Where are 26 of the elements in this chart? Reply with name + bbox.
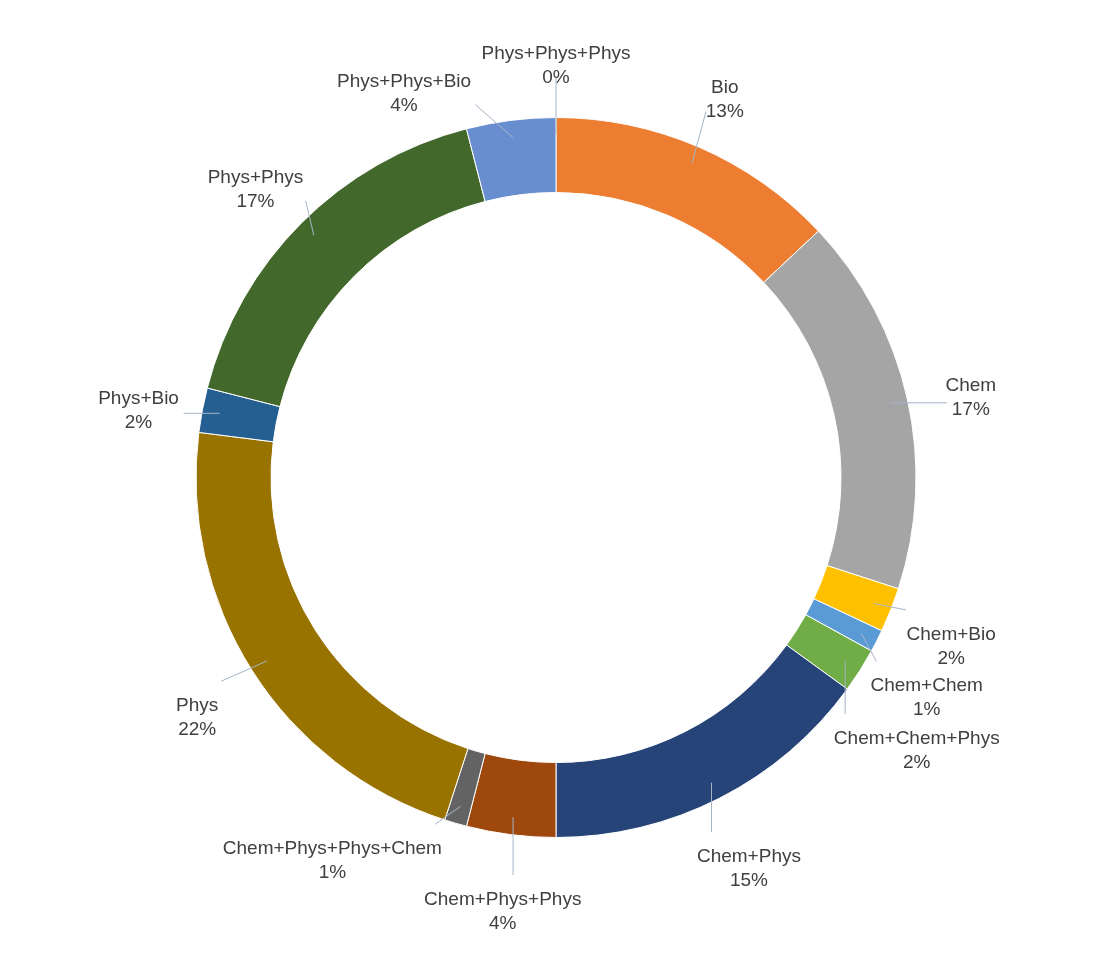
data-label: 17% [951, 397, 990, 419]
slice-label: Phys+Phys [207, 165, 304, 187]
data-label: 2% [903, 751, 931, 773]
text: 0% [542, 65, 570, 87]
data-label: 1% [912, 698, 941, 720]
slice-label: Bio [711, 76, 739, 98]
slice-label: Phys [176, 694, 219, 716]
slice-label: Chem [945, 373, 997, 395]
slice-label: Chem+Chem [870, 674, 983, 696]
data-label: 1% [318, 861, 347, 883]
data-label: 4% [390, 93, 418, 115]
slice-label: Chem+Phys+Phys+Chem [222, 837, 442, 859]
slice-label: Phys+Phys+Bio [336, 69, 472, 91]
slice-label: Chem+Phys+Phys [424, 888, 582, 910]
data-label: 17% [236, 189, 275, 211]
slice-label: Chem+Chem+Phys [833, 727, 1000, 749]
data-label: 2% [124, 410, 153, 432]
data-label: 13% [705, 100, 744, 122]
data-label: 15% [729, 869, 769, 891]
slice-label: Chem+Phys [696, 845, 801, 867]
category-label: Phys+Phys+Phys [481, 41, 631, 63]
slice-label: Chem+Bio [906, 622, 996, 644]
data-label: 4% [489, 912, 517, 934]
data-label: 2% [937, 646, 965, 668]
data-label: 22% [178, 718, 217, 740]
slice-label: Phys+Bio [98, 386, 179, 408]
